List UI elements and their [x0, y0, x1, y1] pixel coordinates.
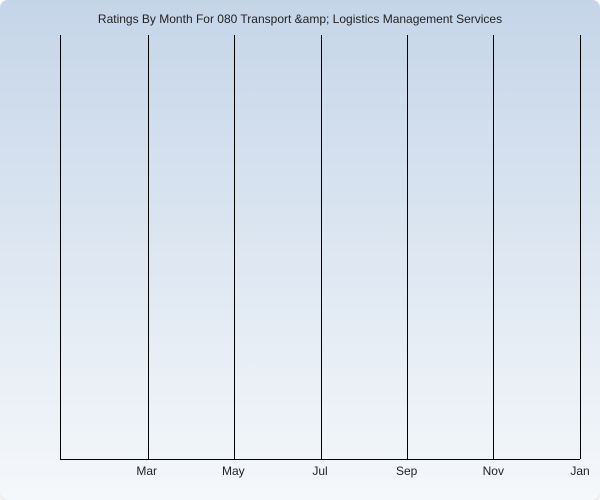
x-gridline [407, 35, 408, 459]
chart-title: Ratings By Month For 080 Transport &amp;… [0, 12, 600, 26]
x-axis-labels: MarMayJulSepNovJan [60, 464, 580, 480]
x-axis-label: Jan [570, 464, 589, 478]
x-axis-label: Jul [312, 464, 327, 478]
x-axis-label: May [222, 464, 245, 478]
x-gridline [234, 35, 235, 459]
x-axis-label: Mar [136, 464, 157, 478]
x-axis-label: Sep [396, 464, 417, 478]
x-gridline [580, 35, 581, 459]
plot-area [60, 35, 580, 460]
x-gridline [321, 35, 322, 459]
x-gridline [493, 35, 494, 459]
x-axis-label: Nov [483, 464, 504, 478]
x-gridline [148, 35, 149, 459]
ratings-chart: Ratings By Month For 080 Transport &amp;… [0, 0, 600, 500]
